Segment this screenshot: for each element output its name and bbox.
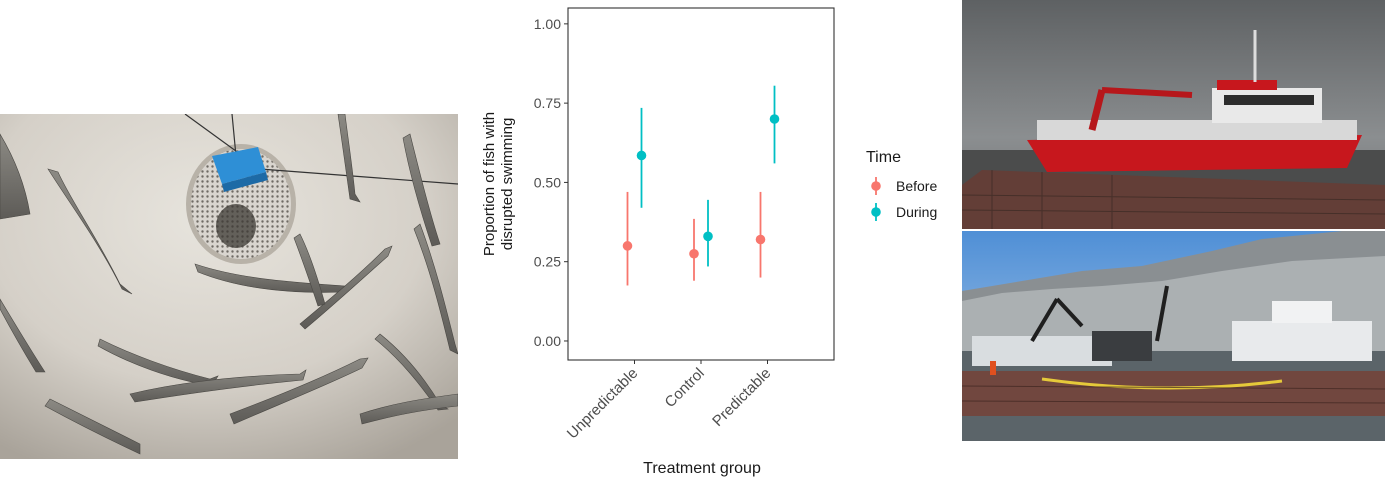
red-boat-photo: [962, 0, 1385, 229]
plot-panel-border: [567, 7, 835, 361]
chart-panel: 0.00 0.25 0.50 0.75 1.00 Unpredictable Contro…: [470, 0, 960, 488]
y-tick-label: 0.50: [534, 174, 561, 190]
x-tick-label: Unpredictable: [564, 365, 641, 442]
salmon-tank-photo: [0, 114, 458, 459]
x-axis-title: Treatment group: [643, 460, 761, 477]
legend-key-point: [871, 181, 881, 191]
fjord-vessels-photo: [962, 231, 1385, 441]
x-axis: Unpredictable Control Predictable: [564, 360, 774, 442]
series-before: [622, 191, 766, 286]
data-point: [769, 114, 780, 124]
y-axis-title-line-1: Proportion of fish with: [481, 112, 498, 256]
data-point: [755, 234, 766, 245]
legend: Time Before During: [866, 149, 937, 221]
data-point: [622, 241, 633, 251]
legend-key-point: [871, 207, 881, 217]
y-tick-label: 0.25: [534, 254, 561, 270]
y-tick-label: 1.00: [534, 16, 561, 32]
data-point: [636, 150, 647, 161]
x-tick-label: Predictable: [709, 365, 774, 430]
pointrange-chart: 0.00 0.25 0.50 0.75 1.00 Unpredictable Contro…: [481, 7, 937, 477]
data-point: [689, 248, 699, 259]
x-tick-label: Control: [662, 365, 708, 411]
y-tick-label: 0.00: [534, 333, 561, 349]
y-tick-label: 0.75: [534, 95, 561, 111]
legend-title: Time: [866, 149, 901, 166]
series-during: [636, 85, 780, 267]
legend-label: During: [896, 204, 937, 220]
y-axis: 0.00 0.25 0.50 0.75 1.00: [534, 16, 568, 349]
data-point: [703, 231, 713, 242]
legend-label: Before: [896, 178, 937, 194]
y-axis-title-line-2: disrupted swimming: [499, 118, 516, 251]
chart-marks: [622, 85, 780, 286]
